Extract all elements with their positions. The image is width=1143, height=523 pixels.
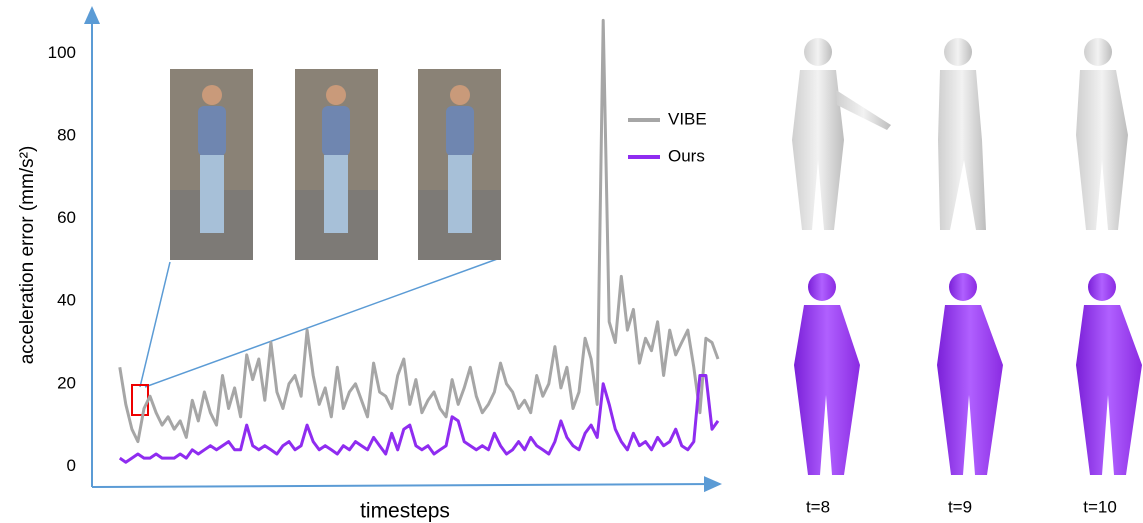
legend-label: Ours [668,146,705,165]
video-frame [295,69,378,260]
y-tick-label: 100 [48,43,76,62]
x-axis [92,484,720,487]
callout-line [140,262,170,387]
page: {"chart_data": {"type": "line", "y_label… [0,0,1143,523]
y-tick-label: 20 [57,373,76,392]
y-axis-label: acceleration error (mm/s²) [17,146,38,365]
vibe-meshes [792,38,1128,230]
callout-line [145,258,500,387]
mesh-renders [792,38,1142,475]
video-frame [418,69,501,260]
y-tick-label: 40 [57,291,76,310]
y-tick-label: 60 [57,208,76,227]
frame-label: t=8 [806,497,830,516]
x-axis-label: timesteps [360,500,450,523]
y-tick-label: 0 [67,456,76,475]
frame-label: t=9 [948,497,972,516]
figure: acceleration error (mm/s²) timesteps [0,0,1143,523]
video-frames [170,69,501,260]
y-tick-label: 80 [57,125,76,144]
our-meshes [794,273,1142,475]
frame-label: t=10 [1083,497,1117,516]
legend-label: VIBE [668,109,707,128]
highlight-box [132,385,148,415]
video-frame [170,69,253,260]
